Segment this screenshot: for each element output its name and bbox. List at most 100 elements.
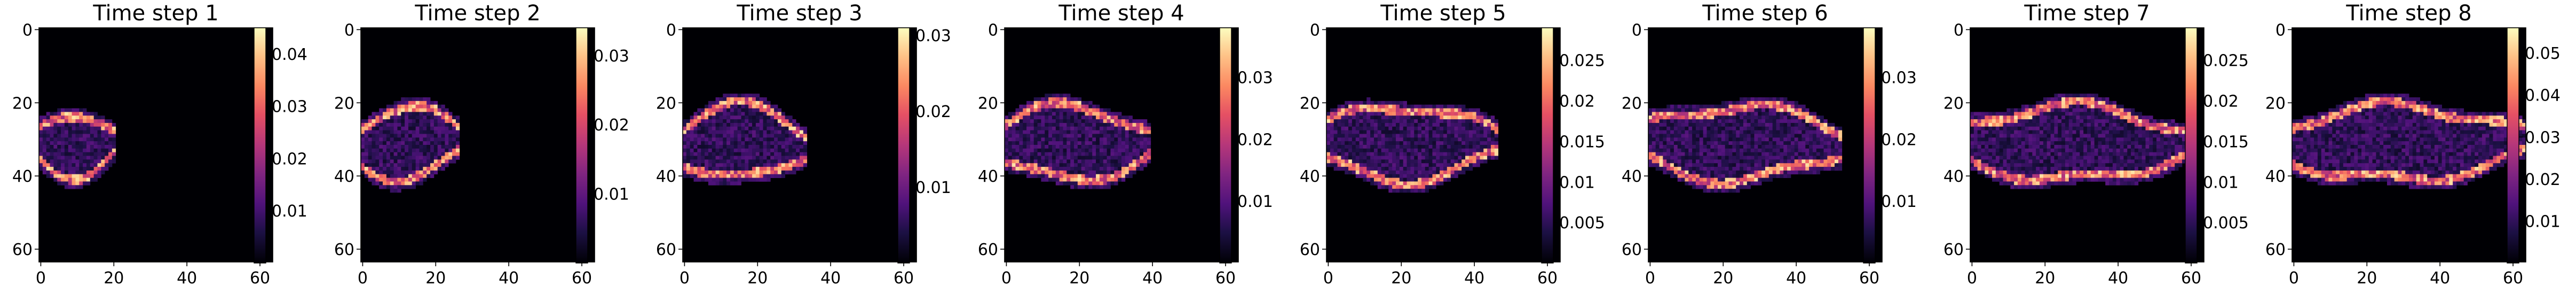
heatmap-cell — [1655, 115, 1660, 120]
heatmap-cell — [452, 141, 456, 145]
heatmap-cell — [1425, 104, 1429, 109]
heatmap-cell — [1132, 145, 1136, 149]
heatmap-cell — [1805, 115, 1809, 120]
heatmap-cell — [79, 177, 83, 182]
heatmap-cell — [1425, 141, 1429, 145]
heatmap-cell — [1396, 163, 1400, 167]
heatmap-cell — [75, 145, 80, 149]
heatmap-cell — [1801, 130, 1806, 134]
heatmap-cell — [79, 163, 83, 167]
heatmap-cell — [1348, 104, 1353, 109]
heatmap-cell — [2014, 112, 2018, 116]
heatmap-cell — [2065, 108, 2069, 112]
heatmap-cell — [1790, 163, 1795, 167]
heatmap-cell — [1033, 152, 1038, 156]
heatmap-cell — [1432, 130, 1436, 134]
heatmap-cell — [412, 156, 416, 160]
heatmap-cell — [412, 122, 416, 127]
heatmap-cell — [101, 134, 105, 138]
heatmap-cell — [741, 145, 745, 149]
heatmap-cell — [1820, 137, 1824, 142]
heatmap-cell — [1088, 115, 1093, 120]
heatmap-cell — [433, 163, 438, 167]
heatmap-cell — [1758, 130, 1762, 134]
heatmap-cell — [1055, 126, 1060, 131]
heatmap-cell — [1740, 145, 1744, 149]
heatmap-cell — [393, 163, 398, 167]
heatmap-cell — [715, 101, 720, 105]
heatmap-cell — [72, 167, 76, 171]
heatmap-cell — [368, 167, 372, 171]
panel-title: Time step 2 — [414, 1, 540, 26]
heatmap-cell — [1055, 119, 1060, 124]
heatmap-cell — [379, 185, 383, 189]
heatmap-cell — [379, 170, 383, 175]
heatmap-cell — [1480, 159, 1484, 164]
heatmap-cell — [1699, 104, 1704, 109]
heatmap-cell — [419, 101, 423, 105]
panel-1: Time step 10 20 40 6002040600.010.020.030.0… — [12, 1, 307, 288]
heatmap-cell — [415, 174, 420, 178]
heatmap-cell — [455, 137, 460, 142]
heatmap-cell — [1468, 108, 1473, 112]
heatmap-cell — [763, 134, 767, 138]
heatmap-cell — [1798, 137, 1802, 142]
heatmap-cell — [1461, 108, 1466, 112]
heatmap-cell — [686, 130, 691, 134]
heatmap-cell — [1736, 134, 1740, 138]
heatmap-cell — [1063, 94, 1067, 98]
heatmap-cell — [437, 119, 441, 124]
heatmap-cell — [1820, 115, 1824, 120]
heatmap-cell — [2098, 108, 2102, 112]
heatmap-cell — [415, 122, 420, 127]
heatmap-cell — [1440, 137, 1444, 142]
heatmap-cell — [752, 108, 756, 112]
heatmap-cell — [46, 141, 50, 145]
heatmap-cell — [1033, 97, 1038, 102]
heatmap-cell — [1761, 122, 1766, 127]
heatmap-cell — [405, 163, 409, 167]
heatmap-cell — [1436, 170, 1440, 175]
heatmap-cell — [1747, 141, 1751, 145]
heatmap-cell — [741, 137, 745, 142]
heatmap-cell — [733, 152, 738, 156]
heatmap-cell — [785, 137, 789, 142]
heatmap-cell — [788, 119, 793, 124]
heatmap-cell — [1706, 104, 1711, 109]
heatmap-cell — [1143, 122, 1148, 127]
heatmap-cell — [72, 130, 76, 134]
heatmap-cell — [701, 108, 705, 112]
heatmap-cell — [2087, 94, 2091, 98]
heatmap-cell — [408, 152, 413, 156]
heatmap-cell — [1725, 134, 1729, 138]
heatmap-cell — [1827, 126, 1831, 131]
heatmap-cell — [386, 134, 391, 138]
heatmap-cell — [777, 156, 782, 160]
heatmap-cell — [1794, 130, 1798, 134]
heatmap-cell — [1406, 185, 1411, 189]
heatmap-cell — [1326, 122, 1331, 127]
heatmap-cell — [1794, 126, 1798, 131]
heatmap-cell — [763, 101, 767, 105]
heatmap-cell — [1074, 156, 1078, 160]
heatmap-cell — [1396, 137, 1400, 142]
heatmap-cell — [1125, 174, 1129, 178]
heatmap-cell — [1421, 119, 1426, 124]
heatmap-cell — [774, 170, 778, 175]
heatmap-cell — [1085, 174, 1089, 178]
heatmap-cell — [719, 137, 723, 142]
heatmap-cell — [1465, 156, 1469, 160]
heatmap-cell — [1081, 122, 1085, 127]
heatmap-cell — [1732, 156, 1736, 160]
heatmap-cell — [1685, 145, 1689, 149]
heatmap-cell — [686, 163, 691, 167]
heatmap-cell — [1699, 185, 1704, 189]
heatmap-cell — [1673, 126, 1678, 131]
heatmap-cell — [2017, 115, 2022, 120]
heatmap-cell — [72, 156, 76, 160]
heatmap-cell — [1706, 189, 1711, 193]
heatmap-cell — [1103, 145, 1108, 149]
heatmap-cell — [1023, 108, 1027, 112]
heatmap-cell — [2120, 104, 2124, 109]
heatmap-cell — [401, 174, 405, 178]
